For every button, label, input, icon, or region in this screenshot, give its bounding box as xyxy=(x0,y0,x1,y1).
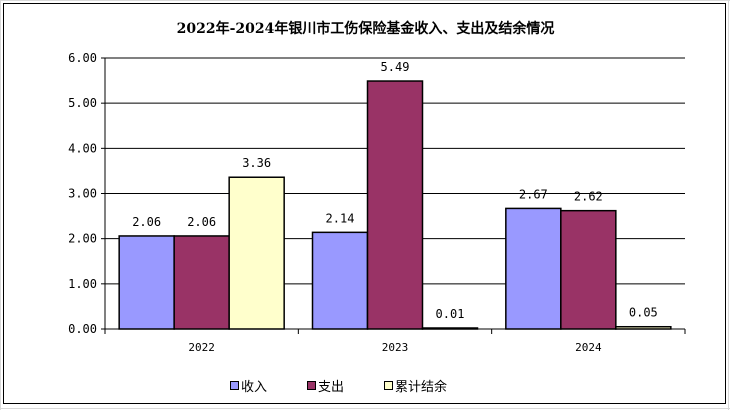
legend-swatch-balance xyxy=(384,381,394,390)
bar[interactable] xyxy=(615,325,672,330)
x-tick-label: 2024 xyxy=(575,341,602,354)
plot-area: 0.00 1.00 2.00 3.00 4.00 5.00 6.00 2022 2.06 2.06… xyxy=(68,51,686,354)
legend-label-balance: 累计结余 xyxy=(395,380,448,395)
legend-item-expense: 支出 xyxy=(307,376,344,395)
data-label: 5.49 xyxy=(381,60,410,74)
chart-area[interactable]: 2022年-2024年银川市工伤保险基金收入、支出及结余情况 0.00 1.00 2… xyxy=(3,3,726,404)
data-label: 2.67 xyxy=(519,187,548,201)
data-label: 0.01 xyxy=(436,307,465,321)
bar[interactable] xyxy=(228,176,285,330)
data-label: 2.62 xyxy=(574,190,603,204)
y-tick-label: 6.00 xyxy=(68,51,97,65)
legend-item-income: 收入 xyxy=(230,376,267,395)
x-tick-label: 2022 xyxy=(188,341,215,354)
legend: 收入 支出 累计结余 xyxy=(230,376,447,395)
y-tick-label: 0.00 xyxy=(68,322,97,336)
bar[interactable] xyxy=(366,80,424,330)
y-tick-label: 2.00 xyxy=(68,232,97,246)
legend-label-expense: 支出 xyxy=(318,380,345,395)
data-label: 2.14 xyxy=(326,211,355,225)
bar[interactable] xyxy=(311,231,369,330)
data-label: 2.06 xyxy=(132,215,161,229)
y-tick-label: 3.00 xyxy=(68,187,97,201)
bar[interactable] xyxy=(118,235,175,330)
legend-item-balance: 累计结余 xyxy=(384,376,447,395)
legend-label-income: 收入 xyxy=(241,380,268,395)
data-label: 2.06 xyxy=(187,215,216,229)
bar[interactable] xyxy=(173,235,230,330)
data-label: 0.05 xyxy=(629,306,658,320)
bar[interactable] xyxy=(505,207,562,330)
legend-swatch-expense xyxy=(307,381,317,390)
chart-title: 2022年-2024年银川市工伤保险基金收入、支出及结余情况 xyxy=(176,21,555,37)
bar[interactable] xyxy=(560,209,617,330)
x-tick-label: 2023 xyxy=(382,341,409,354)
y-tick-label: 5.00 xyxy=(68,96,97,110)
y-tick-label: 1.00 xyxy=(68,277,97,291)
legend-swatch-income xyxy=(230,381,239,390)
data-label: 3.36 xyxy=(242,156,271,170)
y-tick-label: 4.00 xyxy=(68,141,97,155)
bar[interactable] xyxy=(421,327,479,330)
